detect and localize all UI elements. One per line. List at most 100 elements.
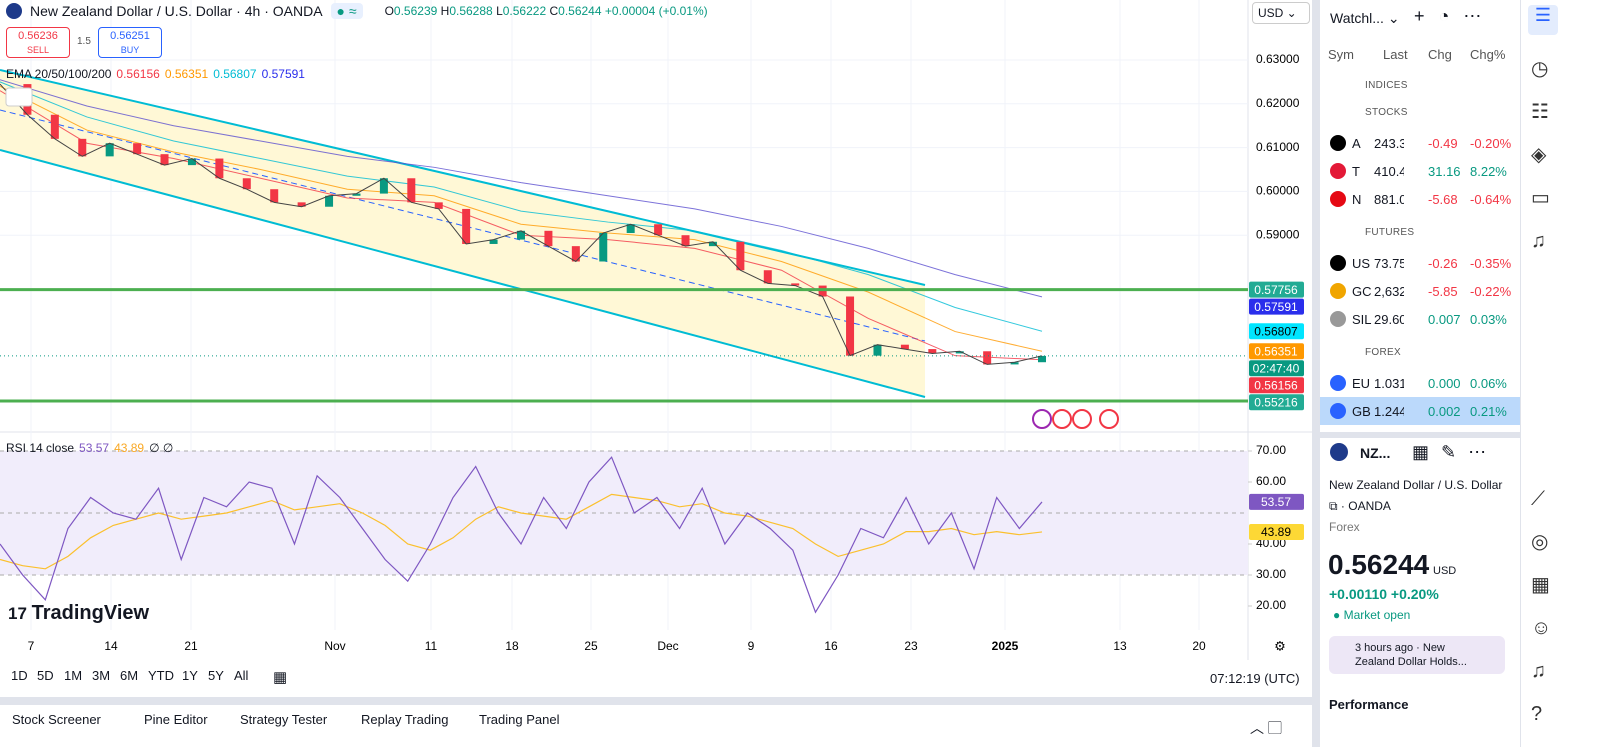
toolbar-icons-bottom[interactable]: ⟋ ◎ ▦ ☺ ♫? (1531, 488, 1552, 725)
period-button[interactable]: 1Y (182, 668, 198, 683)
price-tick-label: 0.59000 (1256, 227, 1300, 241)
candle (544, 230, 553, 247)
ema-line (0, 81, 1043, 332)
date-label: 9 (748, 639, 755, 653)
watchlist-row[interactable]: GC 2,632 -5.85 -0.22% (1320, 277, 1520, 305)
watchlist-row[interactable]: T 410.4 31.16 8.22% (1320, 157, 1520, 185)
buy-button[interactable]: 0.56251 BUY (98, 27, 162, 58)
price-badge-text: 53.57 (1261, 495, 1291, 509)
row-icon (1330, 283, 1346, 299)
event-icon (1072, 409, 1092, 429)
cell: 2,632 (1374, 283, 1404, 299)
period-button[interactable]: 6M (120, 668, 139, 683)
watchlist-row[interactable]: SIL 29.60 0.007 0.03% (1320, 305, 1520, 333)
channel-bottom (0, 149, 926, 398)
ema-line (0, 85, 1043, 352)
open: 0.56239 (393, 4, 438, 18)
watchlist-tools[interactable]: +◔⋯ (1414, 6, 1496, 26)
candle (900, 344, 909, 350)
price-badge-text: 02:47:40 (1253, 361, 1300, 375)
tab[interactable]: Pine Editor (144, 712, 208, 727)
tab[interactable]: Stock Screener (12, 712, 101, 727)
news-card[interactable]: 3 hours ago · New Zealand Dollar Holds..… (1329, 636, 1505, 674)
detail-name: New Zealand Dollar / U.S. Dollar (1329, 478, 1503, 492)
event-icon (1032, 409, 1052, 429)
divider (0, 697, 1312, 705)
candle (626, 224, 635, 234)
candle (654, 224, 663, 236)
detail-kind: Forex (1329, 520, 1360, 534)
price-badge-text: 0.55216 (1254, 395, 1298, 409)
label: O (384, 4, 394, 18)
watchlist-row[interactable]: A 243.3 -0.49 -0.20% (1320, 129, 1520, 157)
candle (928, 349, 937, 354)
price-badge (1249, 523, 1304, 540)
currency-select[interactable]: USD ⌄ (1252, 2, 1310, 24)
cell: -5.68 (1428, 191, 1458, 207)
toolbar-button[interactable]: ☰ (1528, 5, 1558, 35)
event-icon (1099, 409, 1119, 429)
toolbar-icons[interactable]: ◷ ☷ ◈ ▭ ♫ (1531, 58, 1550, 252)
date-range-icon[interactable]: ▦ (273, 669, 288, 686)
ema-value: 0.56807 (213, 67, 257, 81)
rsi-label: RSI 14 close (6, 441, 75, 455)
column-header: Last (1383, 47, 1408, 62)
row-icon (1330, 403, 1346, 419)
candle (187, 158, 196, 166)
candle (599, 233, 608, 262)
ema-value: 0.56156 (116, 67, 160, 81)
candle (242, 178, 251, 190)
period-button[interactable]: 5D (37, 668, 54, 683)
price-badge (1249, 394, 1304, 411)
sell-button[interactable]: 0.56236 SELL (6, 27, 70, 58)
watchlist-title[interactable]: Watchl... ⌄ (1330, 10, 1400, 26)
period-button[interactable]: 3M (92, 668, 111, 683)
flag (6, 3, 22, 19)
logo: 17 TradingView (8, 602, 150, 624)
cell: T (1352, 163, 1360, 179)
watchlist-row[interactable]: N 881.0 -5.68 -0.64% (1320, 185, 1520, 213)
candle (133, 143, 142, 155)
collapse-btn (5, 87, 33, 107)
candle (407, 178, 416, 203)
price-badge-text: 0.57756 (1254, 283, 1298, 297)
date-label: 14 (104, 639, 118, 653)
cell: 0.007 (1428, 311, 1461, 327)
spread: 1.5 (77, 36, 91, 47)
settings: ⚙ (1274, 638, 1286, 653)
ema-label: EMA 20/50/100/200 (6, 67, 112, 81)
cell: -0.64% (1470, 191, 1512, 207)
period-button[interactable]: 1M (64, 668, 83, 683)
period-button[interactable]: 5Y (208, 668, 224, 683)
cell: 8.22% (1470, 163, 1507, 179)
cell: 29.60 (1374, 311, 1404, 327)
period-button[interactable]: YTD (148, 668, 174, 683)
status-pill[interactable]: ● ≈ (330, 3, 363, 19)
watchlist-row[interactable]: EU 1.031 0.000 0.06% (1320, 369, 1520, 397)
event-icon (1052, 409, 1072, 429)
price-badge (1249, 298, 1304, 315)
divider (1320, 432, 1520, 438)
watchlist-row[interactable]: US 73.75 -0.26 -0.35% (1320, 249, 1520, 277)
detail-tools[interactable]: ▦✎⋯ (1412, 442, 1499, 462)
candle (846, 296, 855, 356)
period-button[interactable]: 1D (11, 668, 28, 683)
watchlist-row[interactable]: GB 1.244 0.002 0.21% (1320, 397, 1520, 425)
collapse[interactable]: ︿ ▢ (1250, 720, 1282, 736)
price-badge (1249, 360, 1304, 377)
rsi-tick-label: 70.00 (1256, 443, 1286, 457)
clock: 07:12:19 (UTC) (1210, 671, 1300, 686)
tab[interactable]: Trading Panel (479, 712, 560, 727)
tab[interactable]: Strategy Tester (240, 712, 328, 727)
tab[interactable]: Replay Trading (361, 712, 449, 727)
cell: -0.35% (1470, 255, 1512, 271)
channel-top (0, 69, 926, 286)
price-badge-text: 0.56156 (1254, 378, 1298, 392)
logo-text: TradingView (31, 602, 150, 624)
period-button[interactable]: All (234, 668, 249, 683)
symbol[interactable]: New Zealand Dollar / U.S. Dollar · 4h · … (30, 3, 323, 19)
rsi-tick-label: 60.00 (1256, 474, 1286, 488)
candle (1038, 355, 1046, 363)
label: H (440, 4, 450, 18)
